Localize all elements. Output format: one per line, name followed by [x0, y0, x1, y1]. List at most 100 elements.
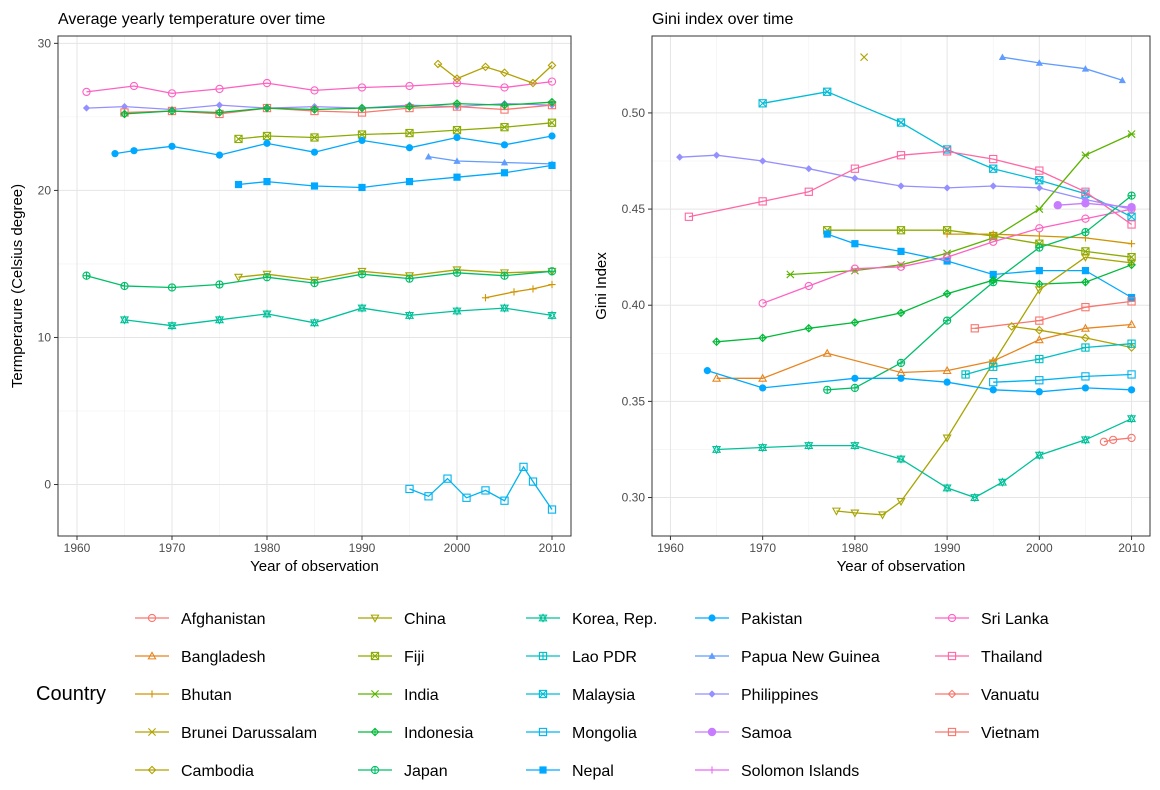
data-point [989, 362, 998, 371]
data-point [1053, 201, 1062, 210]
data-point [942, 316, 952, 325]
data-point [310, 133, 319, 142]
data-point [499, 303, 510, 313]
data-point [1035, 176, 1044, 185]
data-point [1081, 228, 1090, 237]
data-point [82, 87, 91, 97]
data-point [1081, 65, 1090, 72]
data-point [897, 374, 905, 382]
data-point [405, 144, 414, 152]
legend-item-vanuatu: Vanuatu [935, 687, 1039, 704]
legend-label: China [404, 611, 446, 628]
x-tick-label: 1970 [159, 541, 186, 555]
legend-label: Thailand [981, 649, 1042, 666]
data-point [1118, 76, 1126, 84]
legend-label: Fiji [404, 649, 424, 666]
x-tick-label: 1990 [934, 541, 961, 555]
data-point [310, 105, 319, 114]
data-point [262, 270, 272, 279]
data-point [1127, 370, 1136, 379]
data-point [1035, 354, 1044, 364]
data-point [703, 367, 711, 375]
data-point [1081, 303, 1090, 312]
legend-item-indonesia: Indonesia [358, 725, 473, 742]
data-point [804, 440, 814, 451]
data-point [357, 270, 367, 279]
legend-item-malaysia: Malaysia [526, 687, 635, 704]
legend-item-samoa: Samoa [695, 725, 792, 742]
data-point [850, 264, 860, 273]
data-point [424, 492, 433, 501]
y-tick-label: 0.45 [622, 202, 646, 216]
data-point [805, 165, 813, 173]
data-point [214, 315, 225, 325]
data-point [1108, 435, 1118, 444]
data-point [989, 154, 998, 164]
data-point [896, 454, 906, 464]
data-point [896, 118, 906, 127]
data-point [120, 109, 129, 119]
data-point [896, 358, 906, 368]
data-point [1127, 220, 1136, 229]
x-tick-label: 1980 [842, 541, 869, 555]
data-point [452, 99, 462, 109]
data-point [462, 493, 471, 502]
data-point [1081, 199, 1090, 208]
series-korea-rep- [119, 303, 557, 331]
data-point [262, 273, 272, 282]
series-fiji [234, 118, 557, 144]
data-point [405, 177, 414, 186]
data-point [452, 78, 462, 88]
temperature-chart: 1960 1970 1980 1990 2000 2010 0 10 20 30 Average y… [9, 11, 572, 575]
data-point [758, 373, 768, 382]
legend-label: Afghanistan [181, 611, 266, 628]
data-point [309, 276, 320, 285]
data-point [309, 318, 320, 328]
legend-key-marker [147, 765, 157, 775]
legend-item-solomon-islands: Solomon Islands [695, 763, 859, 780]
data-point [850, 383, 860, 393]
data-point [234, 180, 243, 189]
y-tick-label: 30 [38, 36, 52, 50]
series-line [124, 101, 553, 115]
data-point [167, 320, 177, 331]
series-samoa [1053, 199, 1136, 212]
legend-key-marker [538, 651, 548, 661]
data-point [878, 511, 888, 520]
data-point [519, 462, 528, 472]
data-point [215, 280, 224, 289]
y-tick-label: 0 [44, 478, 51, 492]
data-point [1080, 435, 1090, 445]
data-point [786, 270, 795, 279]
data-point [961, 370, 970, 379]
series-line [124, 104, 553, 115]
series-korea-rep- [712, 413, 1137, 503]
data-point [1035, 166, 1044, 175]
data-point [712, 337, 721, 347]
data-point [234, 134, 243, 144]
legend-key-marker [370, 765, 380, 775]
data-point [1127, 297, 1136, 306]
data-point [452, 268, 462, 277]
data-point [942, 365, 952, 375]
legend-key-marker [708, 690, 716, 698]
legend-key-marker [538, 689, 548, 699]
data-point [822, 348, 832, 357]
data-point [500, 271, 509, 280]
data-point [851, 174, 859, 182]
data-point [831, 507, 841, 516]
series-line [428, 155, 553, 165]
data-point [850, 318, 860, 327]
data-point [547, 77, 557, 86]
legend-key-marker [947, 689, 957, 699]
data-point [547, 118, 557, 127]
series-line [437, 63, 553, 84]
series-line [238, 269, 553, 281]
data-point [989, 270, 997, 279]
data-point [1007, 322, 1017, 331]
data-point [684, 212, 694, 221]
x-tick-label: 1990 [349, 541, 376, 555]
data-point [942, 434, 952, 443]
data-point [1080, 323, 1090, 332]
x-tick-label: 2010 [1118, 541, 1145, 555]
